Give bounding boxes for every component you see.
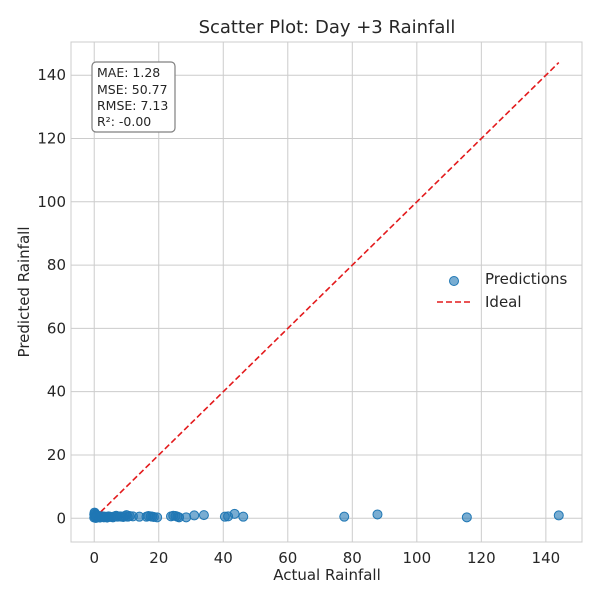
stats-rmse: RMSE: 7.13 [97,98,168,113]
prediction-point [189,510,200,521]
y-tick-label: 80 [47,256,66,274]
stats-box-frame [91,61,176,133]
stats-r2: R²: -0.00 [97,114,151,129]
x-tick-label: 0 [89,549,99,567]
points-layer [89,507,564,523]
x-tick-label: 100 [403,549,432,567]
y-tick-label: 120 [37,130,66,148]
x-axis-title: Actual Rainfall [273,566,381,584]
prediction-point [238,511,249,522]
y-tick-label: 60 [47,319,66,337]
prediction-point [461,512,472,523]
x-tick-label: 140 [532,549,561,567]
legend: Predictions Ideal [437,270,568,311]
x-tick-label: 20 [149,549,168,567]
x-tick-labels: 0 20 40 60 80 100 120 140 [89,549,560,567]
legend-predictions-label: Predictions [485,270,568,288]
y-tick-label: 0 [56,509,66,527]
prediction-point [198,510,209,521]
prediction-point [339,511,350,522]
prediction-point [181,512,192,523]
x-tick-label: 40 [214,549,233,567]
y-tick-label: 100 [37,193,66,211]
y-tick-labels: 0 20 40 60 80 100 120 140 [37,66,66,527]
x-tick-label: 60 [278,549,297,567]
legend-ideal-label: Ideal [485,293,522,311]
stats-mse: MSE: 50.77 [97,82,168,97]
prediction-point [553,510,564,521]
stats-mae: MAE: 1.28 [97,65,160,80]
ideal-line [93,61,560,519]
y-axis-title: Predicted Rainfall [15,227,33,358]
y-tick-label: 40 [47,383,66,401]
legend-predictions-marker [449,276,459,286]
prediction-point [152,512,163,523]
x-tick-label: 120 [467,549,496,567]
prediction-point [372,509,383,520]
ideal-layer [93,61,560,519]
x-tick-label: 80 [343,549,362,567]
y-tick-label: 20 [47,446,66,464]
y-tick-label: 140 [37,66,66,84]
chart-title: Scatter Plot: Day +3 Rainfall [199,17,456,38]
prediction-point [229,508,240,519]
plot-frame [70,41,583,543]
stats-box: MAE: 1.28 MSE: 50.77 RMSE: 7.13 R²: -0.0… [91,61,176,133]
